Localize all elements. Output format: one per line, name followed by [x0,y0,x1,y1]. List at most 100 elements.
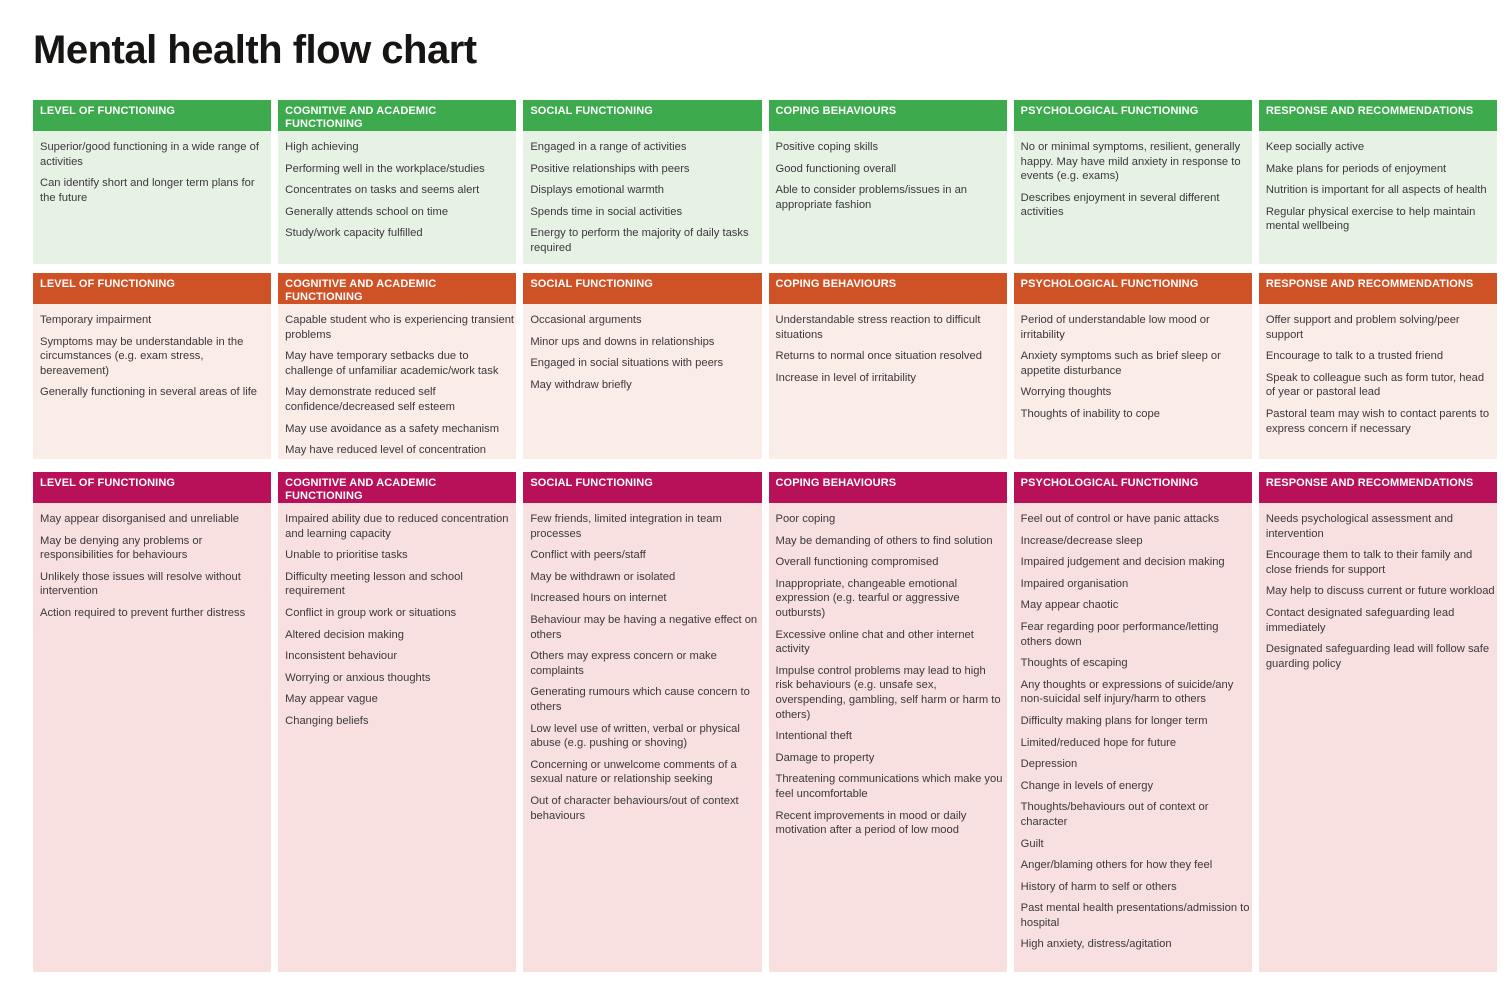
cell-body: Temporary impairment Symptoms may be unde… [33,304,272,459]
cell-body: Offer support and problem solving/peer s… [1258,304,1497,459]
cell-item: May demonstrate reduced self confidence/… [285,386,455,413]
cell-item: High achieving [285,141,359,153]
cell-body: Capable student who is experiencing tran… [278,304,517,459]
column-header: RESPONSE AND RECOMMENDATIONS [1258,273,1497,304]
cell-item: May appear disorganised and unreliable [40,513,240,525]
cell-body: High achieving Performing well in the wor… [278,131,517,264]
cell-body: May appear disorganised and unreliable Ma… [33,503,272,972]
cell-item: Impulse control problems may lead to hig… [775,664,1001,721]
cell-item: Change in levels of energy [1020,779,1154,792]
cell-item: Fear regarding poor performance/letting … [1020,620,1219,648]
tier-orange: LEVEL OF FUNCTIONING Temporary impairment… [33,273,1497,459]
column-header: SOCIAL FUNCTIONING [523,273,762,304]
page: Mental health flow chart LEVEL OF FUNCTI… [0,28,1505,972]
cell-item: Needs psychological assessment and inter… [1265,513,1454,540]
tier-orange-column-1: LEVEL OF FUNCTIONING Temporary impairment… [33,273,272,459]
cell-item: History of harm to self or others [1020,880,1177,893]
cell-item: Encourage them to talk to their family a… [1265,549,1473,576]
cell-item: Concerning or unwelcome comments of a se… [530,758,737,786]
cell-body: Understandable stress reaction to diffic… [768,304,1007,459]
cell-item: Offer support and problem solving/peer s… [1265,314,1460,341]
cell-item: Good functioning overall [775,162,897,175]
tier-crimson: LEVEL OF FUNCTIONING May appear disorgani… [33,472,1497,972]
cell-item: Any thoughts or expressions of suicide/a… [1020,678,1234,706]
cell-body: Engaged in a range of activities Positive… [523,131,762,264]
tier-crimson-column-4: COPING BEHAVIOURS Poor coping May be deman… [768,472,1007,972]
cell-item: May appear vague [285,693,378,706]
cell-item: Engaged in a range of activities [530,141,687,153]
cell-item: Unable to prioritise tasks [285,549,408,562]
cell-item: Low level use of written, verbal or phys… [530,722,740,750]
cell-item: Difficulty meeting lesson and school req… [285,570,463,598]
cell-item: Increased hours on internet [530,592,667,605]
column-header: LEVEL OF FUNCTIONING [33,472,272,503]
cell-item: Thoughts of escaping [1020,657,1128,670]
cell-item: Inconsistent behaviour [285,650,398,663]
tier-orange-column-5: PSYCHOLOGICAL FUNCTIONING Period of under… [1013,273,1252,459]
tier-crimson-column-6: RESPONSE AND RECOMMENDATIONS Needs psycho… [1258,472,1497,972]
cell-item: Others may express concern or make compl… [530,650,717,677]
cell-item: Worrying thoughts [1020,386,1112,399]
cell-item: Changing beliefs [285,714,369,727]
cell-item: Depression [1020,758,1078,771]
column-header: PSYCHOLOGICAL FUNCTIONING [1013,273,1252,304]
cell-item: Pastoral team may wish to contact parent… [1265,407,1490,435]
cell-body: Feel out of control or have panic attack… [1013,503,1252,972]
cell-item: Occasional arguments [530,314,642,326]
cell-item: Minor ups and downs in relationships [530,335,715,348]
tier-green-column-4: COPING BEHAVIOURS Positive coping skills G… [768,100,1007,264]
cell-item: Displays emotional warmth [530,184,665,197]
cell-item: Generally functioning in several areas o… [40,386,258,399]
column-header: LEVEL OF FUNCTIONING [33,273,272,304]
tier-crimson-column-1: LEVEL OF FUNCTIONING May appear disorgani… [33,472,272,972]
cell-item: Threatening communications which make yo… [775,773,1003,800]
tier-green: LEVEL OF FUNCTIONING Superior/good functi… [33,100,1497,264]
column-header: COPING BEHAVIOURS [768,100,1007,131]
cell-item: Inappropriate, changeable emotional expr… [775,577,960,619]
tier-crimson-column-5: PSYCHOLOGICAL FUNCTIONING Feel out of con… [1013,472,1252,972]
column-header: RESPONSE AND RECOMMENDATIONS [1258,100,1497,131]
cell-item: Past mental health presentations/admissi… [1020,902,1250,929]
column-header: PSYCHOLOGICAL FUNCTIONING [1013,472,1252,503]
cell-body: Superior/good functioning in a wide rang… [33,131,272,264]
cell-body: Positive coping skills Good functioning o… [768,131,1007,264]
cell-item: Impaired judgement and decision making [1020,556,1225,569]
cell-item: Understandable stress reaction to diffic… [775,314,981,341]
cell-item: Able to consider problems/issues in an a… [775,184,968,211]
cell-item: May help to discuss current or future wo… [1265,585,1495,598]
cell-item: May be denying any problems or responsib… [40,534,203,562]
cell-item: Impaired organisation [1020,577,1129,590]
cell-item: Impaired ability due to reduced concentr… [285,513,509,540]
cell-item: May have temporary setbacks due to chall… [285,350,499,377]
tier-orange-column-4: COPING BEHAVIOURS Understandable stress r… [768,273,1007,459]
cell-item: May use avoidance as a safety mechanism [285,422,500,435]
cell-item: Increase in level of irritability [775,371,917,384]
cell-item: Recent improvements in mood or daily mot… [775,809,967,837]
cell-item: Feel out of control or have panic attack… [1020,513,1220,525]
tier-orange-column-3: SOCIAL FUNCTIONING Occasional arguments Mi… [523,273,762,459]
cell-item: Symptoms may be understandable in the ci… [40,335,244,377]
cell-body: Period of understandable low mood or irr… [1013,304,1252,459]
tier-green-column-5: PSYCHOLOGICAL FUNCTIONING No or minimal s… [1013,100,1252,264]
cell-item: Guilt [1020,837,1044,850]
cell-item: Altered decision making [285,628,404,641]
cell-item: Superior/good functioning in a wide rang… [40,141,259,168]
cell-item: Anger/blaming others for how they feel [1020,859,1213,872]
cell-body: Needs psychological assessment and inter… [1258,503,1497,972]
cell-item: May have reduced level of concentration [285,444,487,457]
cell-item: Speak to colleague such as form tutor, h… [1265,371,1485,399]
tier-green-column-6: RESPONSE AND RECOMMENDATIONS Keep sociall… [1258,100,1497,264]
cell-item: Thoughts/behaviours out of context or ch… [1020,801,1209,828]
cell-item: Worrying or anxious thoughts [285,671,431,684]
tier-green-column-1: LEVEL OF FUNCTIONING Superior/good functi… [33,100,272,264]
cell-item: Generating rumours which cause concern t… [530,686,750,713]
cell-item: May be withdrawn or isolated [530,570,676,583]
cell-item: Damage to property [775,751,875,764]
cell-item: May withdraw briefly [530,378,632,391]
cell-item: Positive relationships with peers [530,162,690,175]
cell-item: May appear chaotic [1020,599,1119,612]
flow-chart: LEVEL OF FUNCTIONING Superior/good functi… [33,100,1497,972]
cell-item: Describes enjoyment in several different… [1020,191,1220,219]
page-title: Mental health flow chart [33,28,477,72]
cell-item: Overall functioning compromised [775,556,939,569]
